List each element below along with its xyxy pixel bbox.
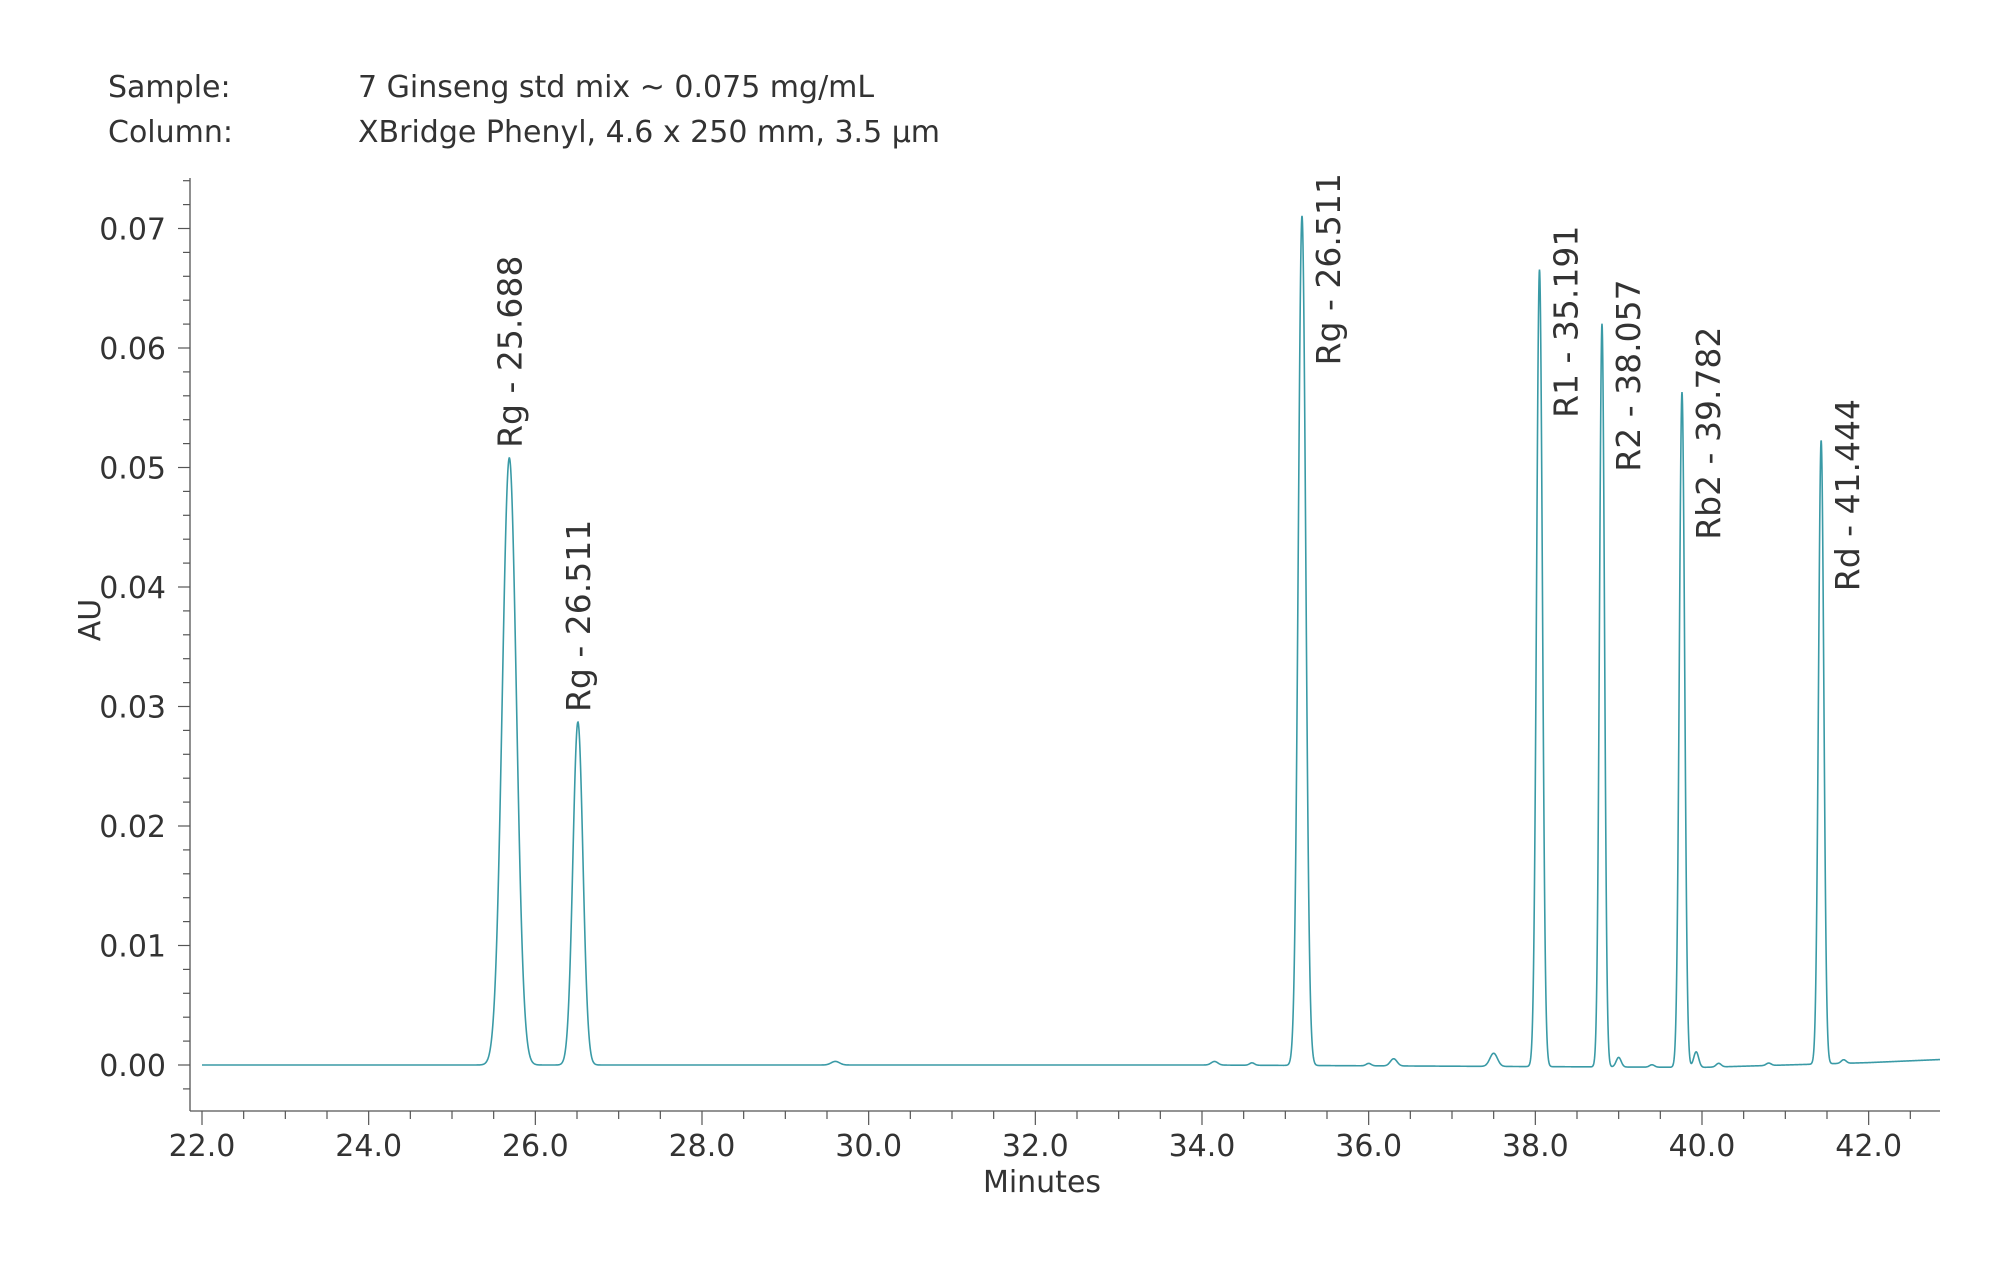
peak-label: R2 - 38.057 (1609, 279, 1648, 471)
x-tick-label: 32.0 (1002, 1129, 1069, 1164)
peak-label: R1 - 35.191 (1547, 226, 1586, 418)
sample-value: 7 Ginseng std mix ~ 0.075 mg/mL (358, 70, 875, 105)
y-tick-label: 0.02 (99, 810, 166, 845)
x-tick-label: 36.0 (1335, 1129, 1402, 1164)
y-tick-label: 0.00 (99, 1049, 166, 1084)
x-axis-title: Minutes (983, 1165, 1101, 1200)
peak-label: Rg - 26.511 (1309, 173, 1348, 365)
peak-label: Rb2 - 39.782 (1689, 327, 1728, 540)
x-tick-label: 40.0 (1669, 1129, 1736, 1164)
y-axis-title: AU (73, 599, 108, 641)
y-tick-label: 0.05 (99, 452, 166, 487)
peak-label: Rg - 26.511 (559, 520, 598, 712)
peak-label: Rd - 41.444 (1828, 399, 1867, 591)
x-tick-label: 26.0 (502, 1129, 569, 1164)
column-label: Column: (108, 115, 233, 150)
column-value: XBridge Phenyl, 4.6 x 250 mm, 3.5 µm (358, 115, 941, 150)
x-tick-label: 30.0 (835, 1129, 902, 1164)
sample-label: Sample: (108, 70, 231, 105)
x-tick-label: 28.0 (669, 1129, 736, 1164)
x-tick-label: 22.0 (169, 1129, 236, 1164)
x-axis: 22.0 24.0 26.0 28.0 30.0 32.0 34.0 36.0 38.0 40.0… (169, 1110, 1940, 1164)
x-tick-label: 34.0 (1169, 1129, 1236, 1164)
y-tick-label: 0.03 (99, 691, 166, 726)
peak-labels: Rg - 25.688 Rg - 26.511 Rg - 26.511 R1 - 35… (490, 173, 1867, 712)
y-tick-label: 0.06 (99, 332, 166, 367)
y-tick-label: 0.07 (99, 213, 166, 248)
x-tick-label: 38.0 (1502, 1129, 1569, 1164)
peak-label: Rg - 25.688 (490, 256, 529, 448)
y-axis: 0.00 0.01 0.02 0.03 0.04 0.05 0.06 0.07 (99, 178, 191, 1111)
y-tick-label: 0.04 (99, 571, 166, 606)
y-tick-label: 0.01 (99, 930, 166, 965)
x-tick-label: 24.0 (335, 1129, 402, 1164)
x-tick-label: 42.0 (1835, 1129, 1902, 1164)
chromatogram-trace (202, 215, 1941, 1069)
